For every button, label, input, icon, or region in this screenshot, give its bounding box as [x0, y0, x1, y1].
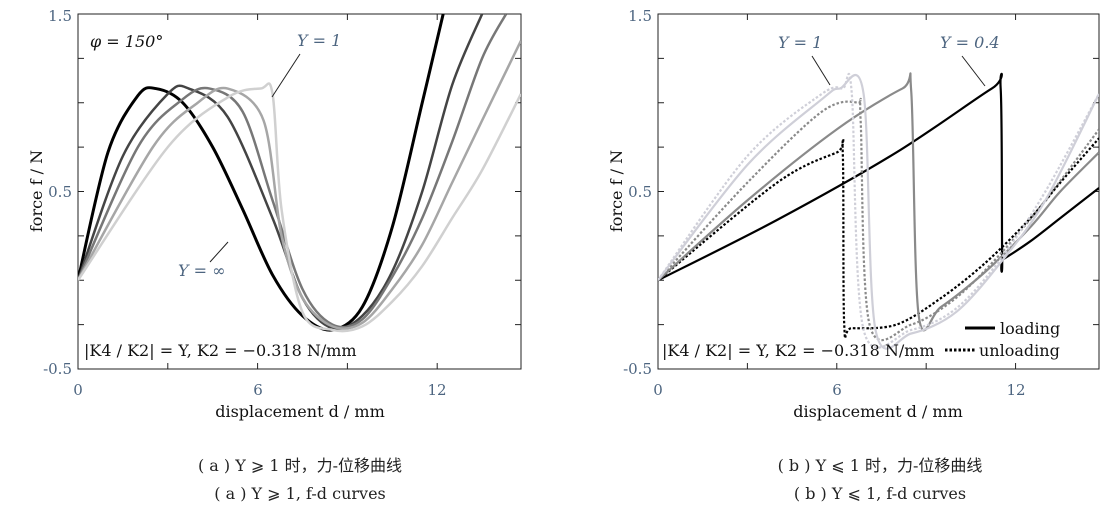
ytick-0-5-a: 0.5 [48, 183, 72, 201]
xtick-0-b: 0 [653, 381, 663, 399]
formula-a: |K4 / K2| = Y, K2 = −0.318 N/mm [84, 341, 357, 360]
series-line-a-2 [78, 14, 508, 329]
xtick-12-a: 12 [427, 381, 446, 399]
ytick-neg-0-5-b: -0.5 [623, 360, 652, 378]
legend-b: loading unloading [945, 319, 1060, 360]
ylabel-a: force f / N [27, 150, 46, 232]
series-group-b [658, 72, 1099, 350]
y-inf-annotation: Y = ∞ [178, 261, 225, 280]
series-group-a [78, 14, 521, 333]
legend-unloading-label: unloading [979, 341, 1060, 360]
chart-a: 1.5 0.5 -0.5 0 6 12 displacement d / mm … [27, 7, 522, 421]
series-line-b-4 [658, 74, 1099, 350]
caption-b-cn: ( b ) Y ⩽ 1 时，力-位移曲线 [777, 456, 983, 475]
series-line-a-3 [78, 40, 521, 330]
xlabel-a: displacement d / mm [215, 402, 385, 421]
series-line-a-0 [78, 14, 445, 332]
y-one-leader-b [811, 55, 831, 86]
ticks-a [77, 13, 521, 370]
chart-b: 1.5 0.5 -0.5 0 6 12 displacement d / mm … [607, 7, 1100, 421]
xtick-6-b: 6 [832, 381, 842, 399]
xtick-6-a: 6 [253, 381, 263, 399]
ylabel-b: force f / N [607, 150, 626, 232]
formula-b: |K4 / K2| = Y, K2 = −0.318 N/mm [662, 341, 935, 360]
y-04-annotation: Y = 0.4 [940, 33, 1000, 52]
caption-a-en: ( a ) Y ⩾ 1, f-d curves [214, 484, 386, 503]
ytick-0-5-b: 0.5 [628, 183, 652, 201]
series-line-b-2 [658, 72, 1099, 332]
ticks-b [657, 13, 1099, 370]
caption-a-cn: ( a ) Y ⩾ 1 时，力-位移曲线 [197, 456, 403, 475]
y-04-leader [961, 55, 986, 87]
plot-frame-a [77, 13, 522, 370]
y-one-annotation-b: Y = 1 [778, 33, 822, 52]
xtick-12-b: 12 [1006, 381, 1025, 399]
ytick-1-5-b: 1.5 [628, 7, 652, 25]
y-one-leader-a [271, 53, 301, 98]
series-line-b-5 [658, 72, 1099, 349]
phi-annotation: φ = 150° [90, 32, 163, 51]
xlabel-b: displacement d / mm [793, 402, 963, 421]
ytick-neg-0-5-a: -0.5 [43, 360, 72, 378]
y-inf-leader [209, 241, 229, 263]
ytick-1-5-a: 1.5 [48, 7, 72, 25]
series-line-b-0 [658, 72, 1099, 282]
xtick-0-a: 0 [73, 381, 83, 399]
series-line-b-1 [658, 137, 1099, 340]
legend-loading-label: loading [1000, 319, 1060, 338]
caption-b-en: ( b ) Y ⩽ 1, f-d curves [793, 484, 967, 503]
y-one-annotation-a: Y = 1 [297, 31, 341, 50]
series-line-a-4 [78, 82, 521, 333]
